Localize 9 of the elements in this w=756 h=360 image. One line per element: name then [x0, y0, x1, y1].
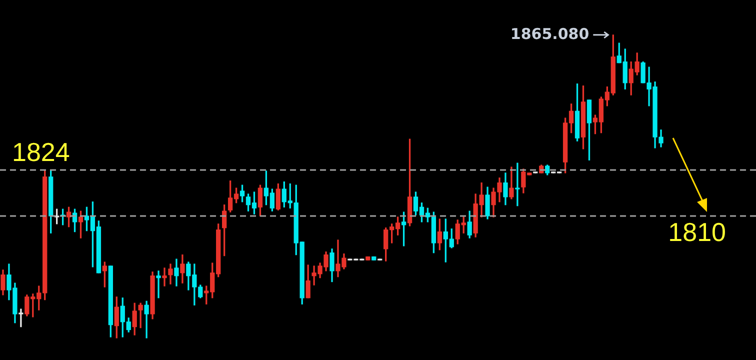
- candlestick: [162, 268, 167, 286]
- ref-line-label: 1824: [12, 137, 70, 168]
- candlestick: [515, 162, 520, 206]
- candlestick: [18, 308, 24, 328]
- ref-line-label: 1810: [668, 217, 726, 248]
- candlestick: [144, 300, 149, 338]
- annotation: 1865.080: [510, 24, 590, 43]
- candlestick: [138, 302, 143, 328]
- candlestick: [156, 270, 161, 298]
